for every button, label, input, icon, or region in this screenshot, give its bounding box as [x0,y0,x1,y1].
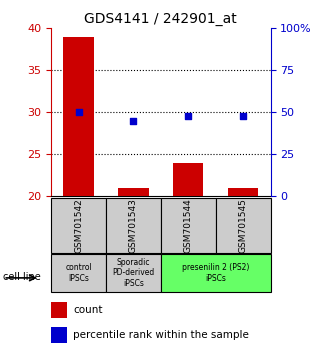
Point [131,118,136,124]
Bar [51,254,106,292]
Bar [173,163,203,196]
Bar [51,327,67,343]
Bar [63,37,94,196]
Bar [118,188,148,196]
Bar [106,254,161,292]
Text: GSM701543: GSM701543 [129,198,138,253]
Point [241,113,246,119]
Bar [216,198,271,253]
Point [76,110,81,115]
Text: Sporadic
PD-derived
iPSCs: Sporadic PD-derived iPSCs [112,258,154,288]
Bar [161,254,271,292]
Text: percentile rank within the sample: percentile rank within the sample [73,330,249,340]
Bar [106,198,161,253]
Text: presenilin 2 (PS2)
iPSCs: presenilin 2 (PS2) iPSCs [182,263,249,282]
Text: GSM701544: GSM701544 [184,198,193,253]
Text: GSM701545: GSM701545 [239,198,248,253]
Bar [51,198,106,253]
Bar [228,188,258,196]
Bar [161,198,216,253]
Bar [51,302,67,318]
Point [186,113,191,119]
Text: control
IPSCs: control IPSCs [65,263,92,282]
Title: GDS4141 / 242901_at: GDS4141 / 242901_at [84,12,237,26]
Text: cell line: cell line [3,272,41,282]
Text: GSM701542: GSM701542 [74,198,83,253]
Text: count: count [73,305,103,315]
